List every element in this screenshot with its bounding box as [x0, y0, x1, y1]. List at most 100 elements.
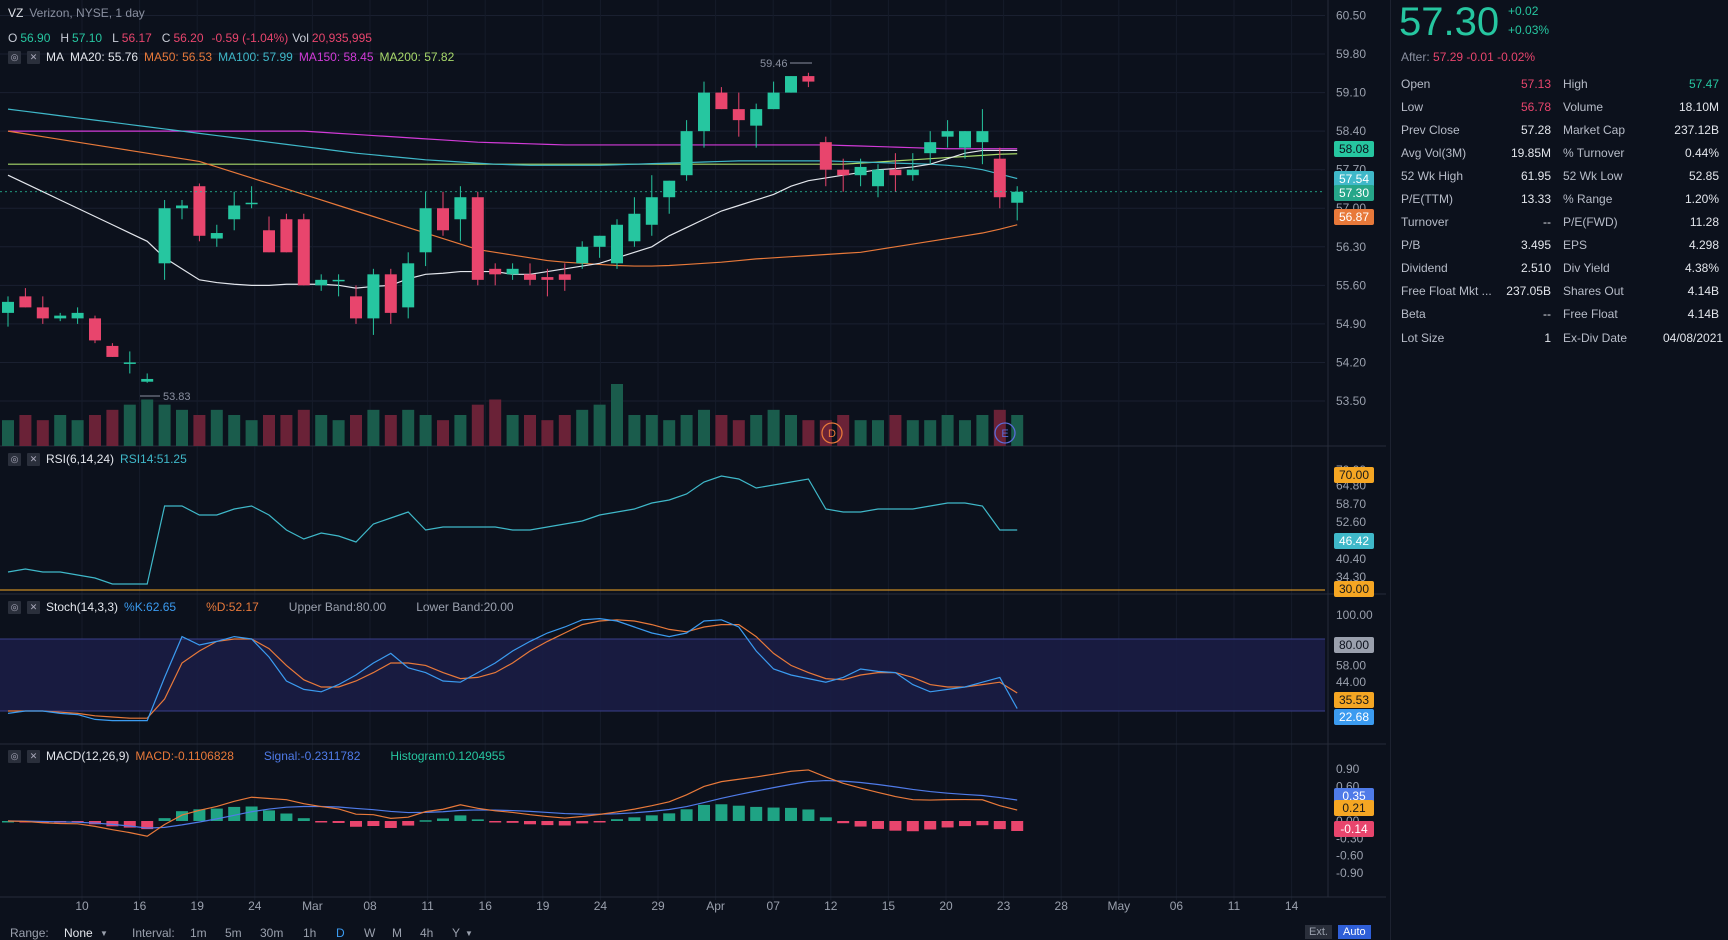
volume-bar [297, 409, 310, 446]
macd-hist-bar [611, 819, 623, 821]
macd-axis-label: -0.90 [1336, 866, 1364, 880]
chart-canvas[interactable]: 59.4653.83DE60.5059.8059.1058.4057.7057.… [0, 0, 1386, 940]
eye-icon[interactable]: ◎ [8, 452, 21, 466]
histogram-value: Histogram:0.1204955 [390, 749, 506, 763]
price-axis-label: 59.10 [1336, 86, 1366, 100]
stats-row: P/B 3.495 EPS 4.298 [1401, 234, 1719, 257]
close-icon[interactable]: ✕ [27, 749, 40, 763]
candle-body [593, 235, 606, 247]
macd-hist-bar [750, 806, 763, 821]
interval-4h[interactable]: 4h [420, 926, 434, 940]
stat-label: Market Cap [1563, 122, 1626, 137]
macd-hist-bar [680, 809, 693, 821]
stat-value: 13.33 [1520, 192, 1551, 207]
x-axis-label: 19 [536, 899, 550, 913]
stat-value: 52.85 [1688, 168, 1719, 183]
macd-hist-bar [819, 817, 832, 821]
rsi-current-tag: 46.42 [1334, 533, 1374, 549]
volume-bar [680, 415, 693, 446]
close-value: 56.20 [173, 31, 204, 45]
dividend-marker-label: D [828, 428, 836, 440]
macd-legend: ◎ ✕ MACD(12,26,9) MACD:-0.1106828 Signal… [8, 749, 511, 763]
stats-row: 52 Wk High 61.95 52 Wk Low 52.85 [1401, 164, 1719, 187]
stats-row: Beta -- Free Float 4.14B [1401, 303, 1719, 326]
change-value: -0.59 (-1.04%) [211, 31, 289, 45]
ma100-value: MA100: 57.99 [218, 50, 293, 64]
volume-bar [976, 415, 989, 446]
macd-hist-bar [419, 820, 432, 822]
candle-body [454, 197, 467, 220]
eye-icon[interactable]: ◎ [8, 600, 21, 614]
macd-tag: 0.21 [1334, 800, 1374, 816]
interval-1m[interactable]: 1m [190, 926, 207, 940]
candle-body [245, 202, 258, 205]
candle-body [524, 274, 536, 280]
stat-label: % Range [1563, 192, 1613, 207]
stats-table: Open 57.13 High 57.47 Low 56.78 Volume 18.10M Pr… [1401, 72, 1723, 349]
after-value: 57.29 -0.01 -0.02% [1433, 50, 1536, 64]
stat-label: Shares Out [1563, 284, 1624, 299]
macd-hist-bar [785, 807, 797, 821]
volume-bar [715, 415, 728, 446]
volume-bar [732, 420, 745, 446]
volume-bar [993, 409, 1006, 446]
x-axis-label: 24 [594, 899, 608, 913]
volume-bar [419, 415, 432, 446]
volume-bar [837, 415, 850, 446]
price-axis-label: 59.80 [1336, 47, 1366, 61]
macd-hist-bar [437, 818, 449, 821]
chevron-down-icon[interactable]: ▼ [465, 929, 473, 938]
candle-body [280, 219, 293, 253]
macd-hist-bar [872, 821, 884, 829]
volume-bar [1011, 415, 1024, 446]
interval-w[interactable]: W [364, 926, 376, 940]
candle-body [663, 180, 676, 198]
ext-button[interactable]: Ext. [1305, 925, 1332, 939]
macd-hist-bar [558, 821, 571, 826]
interval-m[interactable]: M [392, 926, 402, 940]
volume-bar [263, 415, 275, 446]
ticker: VZ [8, 6, 24, 20]
macd-hist-bar [941, 821, 954, 828]
stoch-legend: ◎ ✕ Stoch(14,3,3) %K:62.65 %D:52.17 Uppe… [8, 600, 520, 614]
macd-hist-bar [576, 821, 589, 824]
chart-area[interactable]: 59.4653.83DE60.5059.8059.1058.4057.7057.… [0, 0, 1386, 940]
stat-value: 237.12B [1674, 122, 1719, 137]
range-select[interactable]: None [64, 926, 93, 940]
macd-hist-bar [906, 821, 919, 832]
interval-d[interactable]: D [336, 926, 345, 940]
auto-button[interactable]: Auto [1338, 925, 1371, 939]
volume-bar [819, 420, 832, 446]
macd-hist-bar [402, 821, 415, 826]
candle-body [315, 279, 328, 286]
candle-body [611, 224, 623, 264]
interval-y[interactable]: Y [452, 926, 461, 940]
volume-bar [889, 415, 902, 446]
x-axis-label: 14 [1285, 899, 1299, 913]
volume-bar [402, 409, 415, 446]
interval-1h[interactable]: 1h [303, 926, 317, 940]
stat-value: -- [1543, 307, 1551, 322]
candle-body [228, 205, 241, 220]
candle-body [924, 142, 937, 154]
eye-icon[interactable]: ◎ [8, 50, 21, 64]
close-icon[interactable]: ✕ [27, 600, 40, 614]
interval-30m[interactable]: 30m [260, 926, 284, 940]
macd-hist-bar [732, 805, 745, 821]
price-axis-label: 53.50 [1336, 394, 1366, 408]
candle-body [36, 307, 49, 319]
ma20-value: MA20: 55.76 [70, 50, 139, 64]
close-icon[interactable]: ✕ [27, 452, 40, 466]
stat-label: Lot Size [1401, 330, 1445, 345]
interval-5m[interactable]: 5m [225, 926, 242, 940]
chevron-down-icon[interactable]: ▼ [100, 929, 108, 938]
macd-hist-bar [698, 804, 710, 821]
macd-hist-bar [524, 821, 536, 825]
macd-hist-bar [663, 813, 676, 821]
close-icon[interactable]: ✕ [27, 50, 40, 64]
stat-label: Div Yield [1563, 261, 1610, 276]
eye-icon[interactable]: ◎ [8, 749, 21, 763]
macd-label: MACD(12,26,9) [46, 749, 130, 763]
macd-hist-bar [541, 821, 554, 826]
volume-bar [123, 404, 136, 446]
